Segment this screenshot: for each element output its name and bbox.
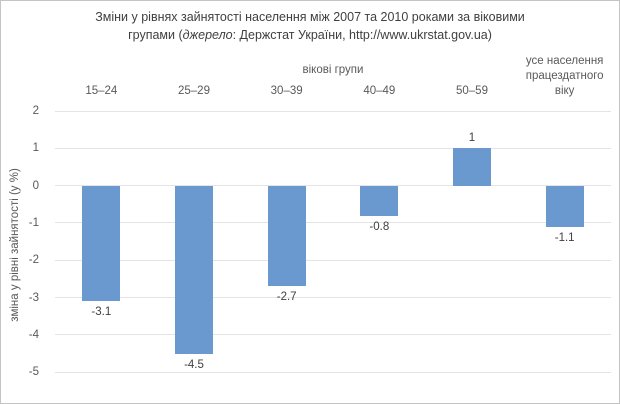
- gridline-y-2: [55, 110, 611, 112]
- gridline-y--4: [55, 334, 611, 336]
- gridline-y--2: [55, 259, 611, 261]
- category-label: 40–49: [363, 85, 396, 97]
- chart-title-line1: Зміни у рівнях зайнятості населення між …: [95, 10, 525, 24]
- gridline-y--5: [55, 371, 611, 373]
- data-label: -2.7: [276, 291, 297, 304]
- data-label: -0.8: [369, 220, 390, 233]
- category-label: 30–39: [270, 85, 303, 97]
- gridline-y--1: [55, 222, 611, 224]
- chart-title-source-word: джерело: [182, 28, 233, 42]
- bar-30–39: [267, 185, 306, 287]
- data-label: -3.1: [91, 306, 112, 319]
- category-label: усе населення працездатного віку: [525, 55, 604, 97]
- y-tick-label: 2: [32, 105, 39, 117]
- bar-50–59: [453, 148, 491, 186]
- bar-усе населення працездатного віку: [545, 185, 584, 227]
- category-label: 15–24: [85, 85, 118, 97]
- x-axis-title: вікові групи: [302, 64, 364, 76]
- y-tick-label: 1: [32, 142, 39, 155]
- category-label: 50–59: [455, 85, 488, 97]
- y-tick-label: 0: [32, 179, 39, 192]
- y-tick-label: -3: [28, 291, 39, 304]
- bar-25–29: [175, 185, 213, 354]
- bar-15–24: [82, 185, 121, 302]
- data-label: -1.1: [554, 231, 575, 244]
- data-label: -4.5: [184, 358, 204, 371]
- y-tick-label: -5: [28, 366, 39, 379]
- category-label: 25–29: [177, 85, 210, 97]
- gridline-y--3: [55, 297, 611, 299]
- data-label: 1: [468, 132, 476, 145]
- chart-title-line2: групами (джерело: Держстат України, http…: [128, 28, 492, 42]
- gridline-y-1: [55, 147, 611, 149]
- bar-40–49: [360, 185, 399, 216]
- y-tick-label: -1: [28, 216, 39, 229]
- gridline-y-0: [55, 185, 611, 187]
- y-tick-label: -4: [28, 328, 39, 341]
- chart-title: Зміни у рівнях зайнятості населення між …: [1, 8, 619, 44]
- y-tick-label: -2: [28, 254, 39, 267]
